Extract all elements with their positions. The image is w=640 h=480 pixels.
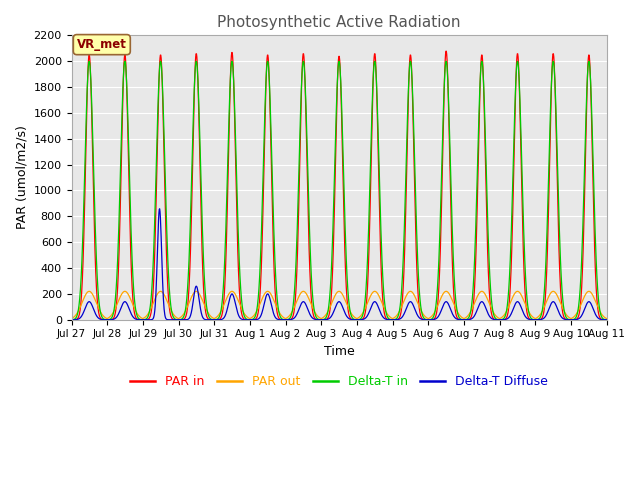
Delta-T Diffuse [174, 317, 182, 323]
Delta-T in [492, 316, 500, 322]
Delta-T Diffuse [156, 206, 163, 212]
PAR in [540, 310, 548, 315]
Delta-T in [85, 59, 93, 64]
Y-axis label: PAR (umol/m2/s): PAR (umol/m2/s) [15, 126, 28, 229]
Delta-T Diffuse [603, 317, 611, 323]
Delta-T Diffuse [188, 310, 195, 316]
PAR out [85, 288, 93, 294]
Delta-T Diffuse [247, 317, 255, 323]
PAR in [442, 48, 450, 54]
Delta-T in [540, 300, 547, 305]
PAR in [173, 317, 181, 323]
PAR out [247, 315, 255, 321]
Delta-T Diffuse [540, 315, 548, 321]
Delta-T in [68, 317, 76, 323]
Delta-T Diffuse [68, 317, 76, 323]
PAR in [68, 317, 76, 323]
Delta-T in [247, 317, 255, 323]
PAR out [68, 316, 76, 322]
Title: Photosynthetic Active Radiation: Photosynthetic Active Radiation [218, 15, 461, 30]
Delta-T Diffuse [423, 317, 431, 323]
Delta-T in [187, 202, 195, 207]
PAR in [422, 317, 430, 323]
Text: VR_met: VR_met [77, 38, 127, 51]
Delta-T Diffuse [174, 317, 182, 323]
PAR in [603, 317, 611, 323]
Delta-T in [422, 317, 430, 323]
PAR in [246, 317, 254, 323]
PAR out [174, 315, 182, 321]
PAR in [317, 317, 325, 323]
Line: Delta-T in: Delta-T in [72, 61, 607, 320]
Legend: PAR in, PAR out, Delta-T in, Delta-T Diffuse: PAR in, PAR out, Delta-T in, Delta-T Dif… [125, 370, 553, 393]
PAR out [422, 314, 430, 320]
Line: Delta-T Diffuse: Delta-T Diffuse [72, 209, 607, 320]
PAR out [603, 316, 611, 322]
Line: PAR out: PAR out [72, 291, 607, 319]
PAR in [187, 247, 195, 252]
PAR out [540, 306, 547, 312]
Line: PAR in: PAR in [72, 51, 607, 320]
PAR out [492, 313, 500, 319]
Delta-T in [174, 317, 182, 323]
X-axis label: Time: Time [324, 345, 355, 358]
PAR in [493, 317, 500, 323]
Delta-T in [603, 317, 611, 323]
Delta-T Diffuse [493, 317, 500, 323]
PAR out [187, 296, 195, 301]
